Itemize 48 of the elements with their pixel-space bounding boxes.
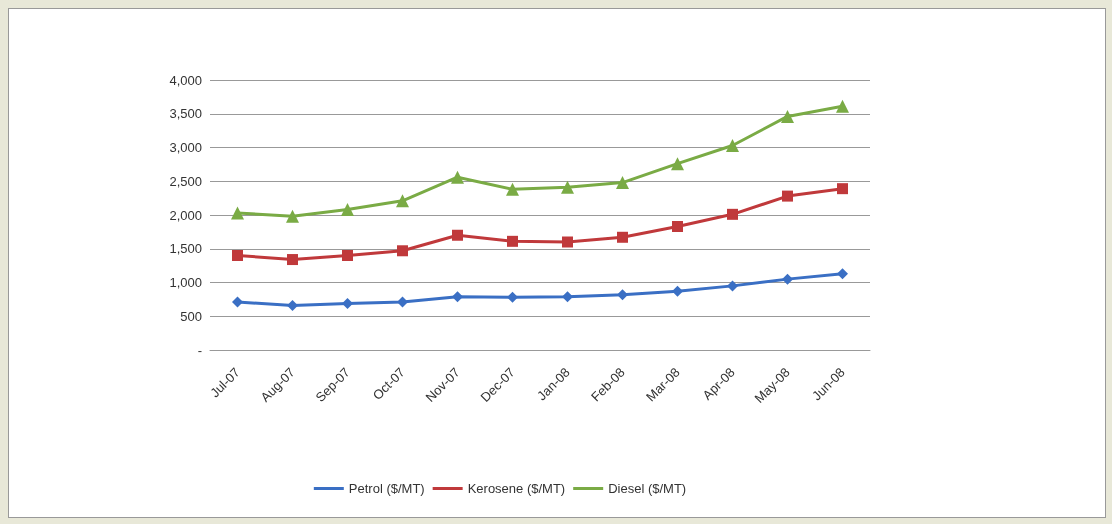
point [397,296,408,308]
point [782,190,793,202]
point [727,208,738,220]
y-tick-label: 3,000 [169,140,202,155]
point [287,299,298,311]
point [781,109,794,123]
point [287,254,298,266]
point [452,291,463,303]
y-tick-label: 3,500 [169,106,202,122]
point [782,273,793,285]
point [342,250,353,261]
legend-label: Kerosene ($/MT) [467,481,566,496]
point [451,170,464,184]
point [397,245,408,257]
point [836,99,849,113]
point [837,183,848,195]
y-tick-label: 4,000 [169,72,202,88]
point [617,289,628,301]
point [617,231,628,243]
point [562,236,573,248]
point [396,194,409,208]
y-tick-label: 500 [180,308,202,324]
point [727,280,738,292]
point [837,268,848,280]
y-tick-label: - [197,342,202,358]
point [232,296,243,308]
legend-label: Diesel ($/MT) [608,481,687,496]
point [342,297,353,309]
point [562,291,573,303]
point [671,157,684,171]
point [672,220,683,232]
point [506,182,519,196]
y-tick-label: 1,000 [169,275,202,290]
point [231,206,244,220]
point [341,203,354,217]
point [507,291,518,303]
y-tick-label: 2,000 [169,207,202,223]
point [561,180,574,194]
point [507,235,518,247]
y-tick-label: 2,500 [169,173,202,189]
y-tick-label: 1,500 [169,241,202,257]
point [726,138,739,152]
point [286,209,299,223]
point [616,176,629,190]
point [452,229,463,241]
legend-label: Petrol ($/MT) [348,481,425,496]
point [672,285,683,297]
point [232,250,243,261]
